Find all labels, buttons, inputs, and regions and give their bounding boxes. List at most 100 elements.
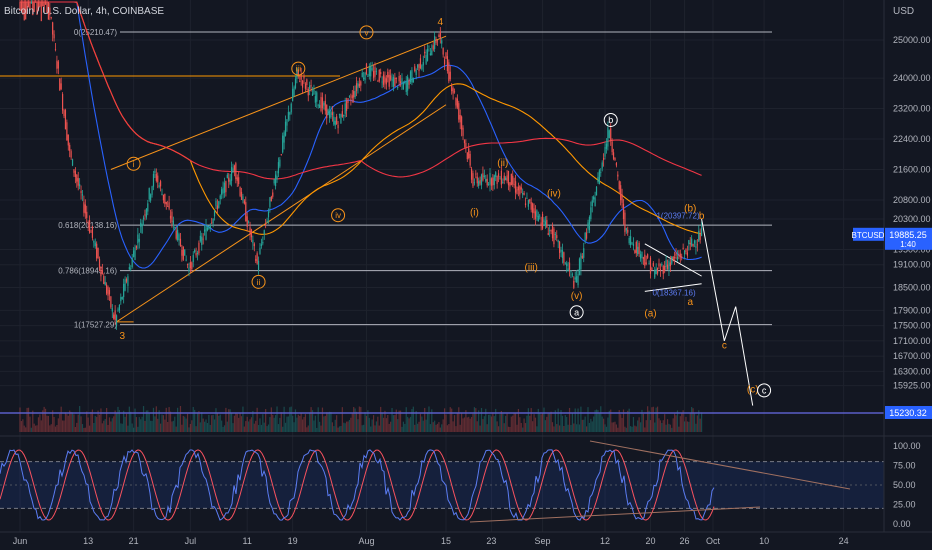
small-label: 1(20397.72) <box>656 211 699 220</box>
candle-body <box>409 71 412 83</box>
candle-body <box>478 181 480 187</box>
volume-bar <box>208 414 210 432</box>
volume-bar <box>378 425 380 432</box>
volume-bar <box>192 406 194 432</box>
candle-body <box>235 163 237 180</box>
candles <box>19 0 703 330</box>
volume-bar <box>290 406 292 432</box>
volume-bar <box>676 410 679 432</box>
candle-body <box>399 81 402 84</box>
candle-body <box>294 78 297 89</box>
volume-bar <box>412 406 414 432</box>
volume-bar <box>645 420 647 432</box>
volume-bar <box>131 423 133 432</box>
candle-body <box>641 252 643 259</box>
volume-bar <box>313 420 315 432</box>
volume-bar <box>249 419 251 432</box>
candle-body <box>313 89 315 95</box>
candle-body <box>314 96 316 103</box>
volume-bar <box>297 414 299 432</box>
candle-body <box>142 217 145 220</box>
volume-bar <box>74 426 76 432</box>
volume-bar <box>70 411 72 432</box>
volume-bar <box>245 421 247 432</box>
candle-body <box>250 229 253 238</box>
candle-body <box>394 77 396 87</box>
x-tick-label: 20 <box>645 536 655 546</box>
volume-bar <box>115 413 118 432</box>
volume-bar <box>568 407 571 432</box>
volume-bar <box>556 424 558 432</box>
volume-bar <box>404 423 406 432</box>
candle-body <box>118 304 120 311</box>
candle-body <box>177 229 179 240</box>
volume-bar <box>635 426 637 432</box>
volume-bar <box>79 406 81 432</box>
volume-bar <box>161 414 163 432</box>
volume-bar <box>601 416 603 432</box>
candle-body <box>303 75 305 79</box>
candle-body <box>500 170 502 185</box>
volume-bar <box>363 424 365 432</box>
candle-body <box>456 98 458 108</box>
volume-bar <box>101 423 103 432</box>
volume-bar <box>159 423 162 432</box>
volume-bar <box>561 415 564 432</box>
candle-body <box>452 88 454 94</box>
volume-bar <box>514 413 517 432</box>
volume-bar <box>607 417 609 432</box>
candle-body <box>588 216 591 231</box>
volume-bar <box>341 407 343 432</box>
candle-body <box>590 207 592 220</box>
wave-label: v <box>364 28 368 37</box>
volume-bar <box>686 421 688 432</box>
candle-body <box>114 310 116 321</box>
y-tick-label: 17100.00 <box>893 336 931 346</box>
candle-body <box>110 296 112 308</box>
candle-body <box>656 267 659 274</box>
volume-bar <box>209 424 211 432</box>
candle-body <box>451 85 453 92</box>
volume-bar <box>385 418 387 432</box>
candle-body <box>432 45 434 50</box>
candle-body <box>388 74 390 87</box>
y-tick-label: 25000.00 <box>893 35 931 45</box>
volume-bar <box>232 423 234 432</box>
volume-bar <box>402 421 404 432</box>
volume-bar <box>212 414 214 432</box>
volume-bar <box>319 421 321 432</box>
volume-bar <box>671 427 673 432</box>
candle-body <box>151 186 153 195</box>
volume-bar <box>215 408 217 432</box>
current-price-tag-bg <box>885 227 932 250</box>
wave-label: iv <box>335 211 341 220</box>
volume-bar <box>104 418 106 432</box>
volume-bar <box>587 407 589 432</box>
volume-bar <box>436 423 439 432</box>
volume-bar <box>228 409 230 432</box>
candle-body <box>300 74 302 80</box>
candle-body <box>213 210 216 217</box>
volume-bar <box>612 422 615 432</box>
candle-body <box>178 234 180 241</box>
volume-bar <box>446 425 449 432</box>
volume-bar <box>648 410 650 432</box>
volume-bar <box>637 420 639 432</box>
y-tick-label: 16700.00 <box>893 351 931 361</box>
volume-bar <box>333 426 335 432</box>
volume-bar <box>600 406 602 432</box>
x-tick-label: Sep <box>535 536 551 546</box>
volume-bar <box>455 426 457 432</box>
candle-body <box>36 2 38 15</box>
candle-body <box>635 242 637 253</box>
candle-body <box>448 62 450 82</box>
volume-bar <box>262 414 264 432</box>
candle-body <box>644 254 646 266</box>
symbol-tag: BTCUSD <box>852 231 885 240</box>
candle-body <box>509 182 511 187</box>
candle-body <box>485 179 487 182</box>
volume-bar <box>299 415 301 432</box>
volume-bar <box>178 413 180 432</box>
volume-bar <box>656 406 659 432</box>
candle-body <box>198 242 200 254</box>
